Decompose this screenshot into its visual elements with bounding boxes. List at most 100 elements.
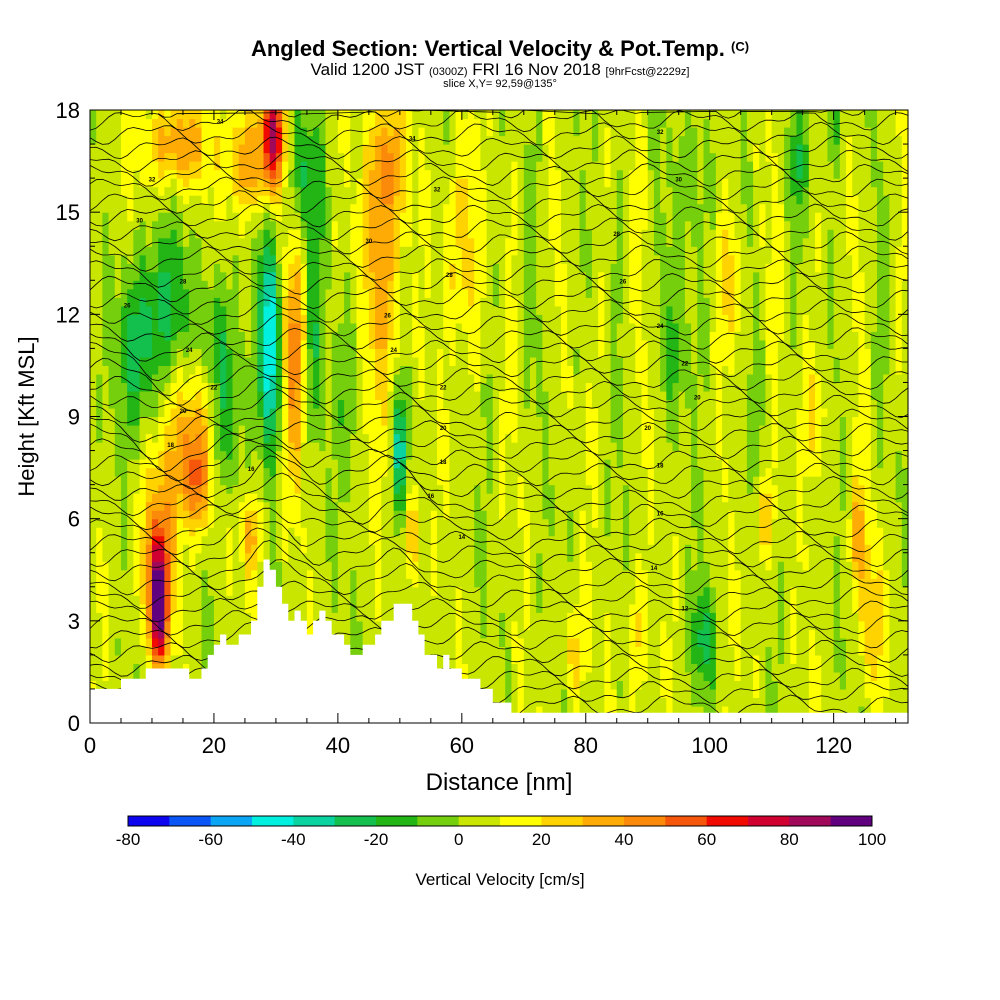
- velocity-cell: [461, 348, 469, 358]
- velocity-cell: [344, 586, 351, 596]
- velocity-cell: [269, 161, 277, 171]
- velocity-cell: [170, 544, 178, 554]
- velocity-cell: [387, 450, 395, 460]
- velocity-cell: [480, 237, 488, 247]
- velocity-cell: [399, 152, 407, 162]
- velocity-cell: [96, 527, 103, 537]
- velocity-cell: [151, 612, 159, 622]
- velocity-cell: [108, 612, 116, 622]
- velocity-cell: [263, 518, 271, 528]
- velocity-cell: [406, 493, 413, 503]
- velocity-cell: [182, 450, 190, 460]
- velocity-cell: [325, 544, 333, 554]
- velocity-cell: [244, 407, 252, 418]
- velocity-cell: [344, 246, 351, 256]
- velocity-cell: [294, 110, 302, 120]
- velocity-cell: [499, 586, 506, 596]
- velocity-cell: [170, 510, 178, 520]
- velocity-cell: [189, 339, 196, 349]
- velocity-cell: [182, 135, 190, 145]
- velocity-cell: [517, 612, 525, 622]
- velocity-cell: [399, 578, 407, 588]
- velocity-cell: [300, 595, 308, 605]
- velocity-cell: [226, 535, 234, 545]
- velocity-cell: [331, 144, 339, 154]
- velocity-cell: [102, 518, 110, 528]
- velocity-cell: [90, 288, 97, 298]
- velocity-cell: [319, 467, 327, 477]
- velocity-cell: [114, 407, 122, 418]
- velocity-cell: [468, 373, 475, 384]
- velocity-cell: [424, 620, 432, 630]
- velocity-cell: [213, 442, 221, 452]
- velocity-cell: [120, 118, 128, 128]
- velocity-cell: [418, 501, 426, 511]
- velocity-cell: [319, 229, 327, 239]
- velocity-cell: [406, 527, 413, 537]
- velocity-cell: [399, 484, 407, 494]
- velocity-cell: [257, 493, 265, 503]
- velocity-cell: [263, 510, 271, 520]
- velocity-cell: [182, 518, 190, 528]
- velocity-cell: [238, 365, 246, 375]
- velocity-cell: [492, 212, 500, 222]
- velocity-cell: [480, 331, 488, 341]
- velocity-cell: [170, 229, 178, 239]
- velocity-cell: [102, 254, 110, 264]
- velocity-cell: [499, 390, 506, 401]
- velocity-cell: [158, 229, 165, 239]
- velocity-cell: [319, 203, 327, 213]
- velocity-cell: [461, 356, 469, 367]
- velocity-cell: [288, 459, 296, 469]
- velocity-cell: [505, 365, 512, 375]
- velocity-cell: [282, 569, 289, 579]
- velocity-cell: [151, 356, 159, 367]
- velocity-cell: [325, 373, 333, 384]
- velocity-cell: [244, 425, 252, 435]
- velocity-cell: [406, 280, 413, 290]
- velocity-cell: [418, 595, 426, 605]
- velocity-cell: [443, 595, 451, 605]
- velocity-cell: [269, 135, 277, 145]
- velocity-cell: [331, 399, 339, 409]
- velocity-cell: [344, 518, 351, 528]
- velocity-cell: [207, 229, 215, 239]
- velocity-cell: [337, 229, 345, 239]
- velocity-cell: [108, 663, 116, 673]
- velocity-cell: [151, 425, 159, 435]
- velocity-cell: [176, 288, 184, 298]
- velocity-cell: [350, 322, 358, 332]
- velocity-cell: [412, 203, 420, 213]
- velocity-cell: [257, 544, 265, 554]
- velocity-cell: [164, 110, 172, 120]
- velocity-cell: [300, 476, 308, 486]
- velocity-cell: [114, 493, 122, 503]
- velocity-cell: [127, 459, 134, 469]
- velocity-cell: [387, 407, 395, 418]
- velocity-cell: [213, 288, 221, 298]
- velocity-cell: [269, 110, 277, 120]
- velocity-cell: [325, 467, 333, 477]
- velocity-cell: [517, 654, 525, 664]
- velocity-cell: [139, 186, 147, 196]
- velocity-cell: [356, 544, 364, 554]
- velocity-cell: [362, 280, 370, 290]
- velocity-cell: [282, 476, 289, 486]
- velocity-cell: [238, 612, 246, 622]
- velocity-cell: [337, 135, 345, 145]
- velocity-cell: [480, 459, 488, 469]
- velocity-cell: [294, 450, 302, 460]
- velocity-cell: [468, 212, 475, 222]
- velocity-cell: [424, 373, 432, 384]
- velocity-cell: [393, 331, 401, 341]
- velocity-cell: [120, 603, 128, 613]
- velocity-cell: [269, 416, 277, 426]
- velocity-cell: [455, 144, 463, 154]
- velocity-cell: [189, 544, 196, 554]
- velocity-cell: [90, 152, 97, 162]
- velocity-cell: [158, 169, 165, 179]
- velocity-cell: [294, 373, 302, 384]
- velocity-cell: [449, 646, 457, 656]
- velocity-cell: [139, 118, 147, 128]
- velocity-cell: [220, 348, 227, 358]
